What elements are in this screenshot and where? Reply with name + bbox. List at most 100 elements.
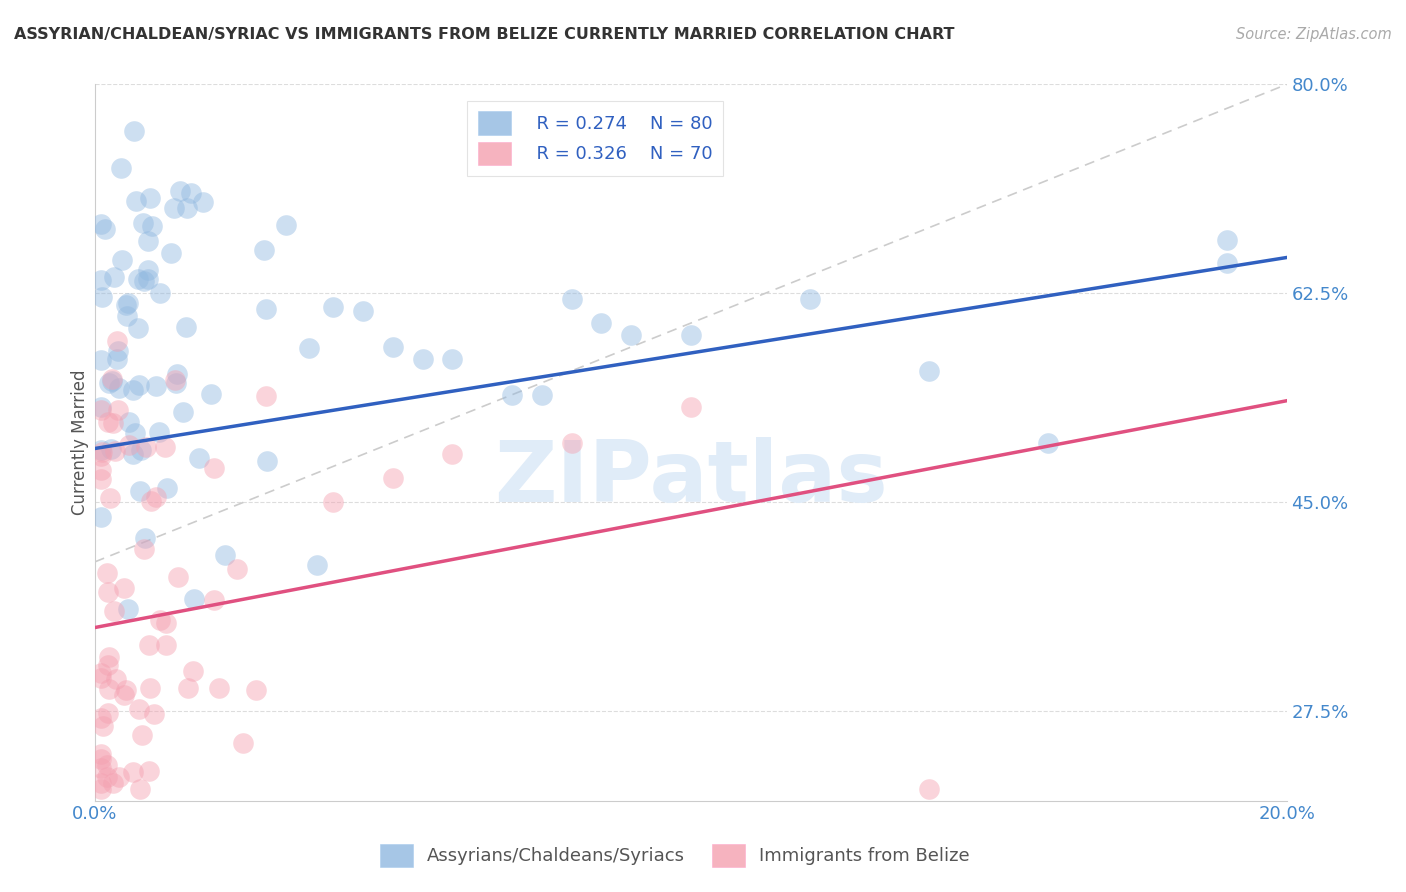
Point: [90, 747, 112, 762]
Point: [166, 570, 188, 584]
Point: [298, 341, 321, 355]
Point: [256, 453, 278, 467]
Point: [149, 285, 172, 300]
Point: [139, 191, 162, 205]
Legend:   R = 0.274    N = 80,   R = 0.326    N = 70: R = 0.274 N = 80, R = 0.326 N = 70: [467, 101, 724, 176]
Point: [90, 510, 112, 524]
Point: [115, 682, 138, 697]
Point: [441, 447, 464, 461]
Point: [107, 343, 129, 358]
Point: [560, 435, 582, 450]
Point: [138, 764, 160, 779]
Point: [165, 376, 187, 390]
Point: [155, 440, 177, 454]
Point: [145, 379, 167, 393]
Point: [103, 269, 125, 284]
Point: [104, 672, 127, 686]
Point: [110, 161, 132, 175]
Point: [143, 707, 166, 722]
Point: [90, 781, 112, 796]
Point: [90, 291, 112, 305]
Point: [97, 650, 120, 665]
Point: [176, 201, 198, 215]
Point: [132, 541, 155, 556]
Point: [128, 377, 150, 392]
Point: [172, 405, 194, 419]
Point: [135, 440, 157, 454]
Point: [560, 293, 582, 307]
Point: [90, 472, 112, 486]
Point: [122, 447, 145, 461]
Point: [90, 671, 112, 685]
Point: [139, 681, 162, 695]
Point: [129, 442, 152, 457]
Point: [100, 442, 122, 456]
Point: [111, 252, 134, 267]
Point: [103, 604, 125, 618]
Point: [174, 320, 197, 334]
Text: ASSYRIAN/CHALDEAN/SYRIAC VS IMMIGRANTS FROM BELIZE CURRENTLY MARRIED CORRELATION: ASSYRIAN/CHALDEAN/SYRIAC VS IMMIGRANTS F…: [14, 27, 955, 42]
Point: [101, 775, 124, 789]
Point: [225, 562, 247, 576]
Point: [105, 334, 128, 348]
Point: [94, 222, 117, 236]
Point: [169, 185, 191, 199]
Point: [245, 683, 267, 698]
Point: [91, 719, 114, 733]
Point: [134, 274, 156, 288]
Point: [98, 376, 121, 390]
Point: [108, 381, 131, 395]
Point: [183, 592, 205, 607]
Point: [136, 234, 159, 248]
Point: [97, 706, 120, 720]
Point: [141, 493, 163, 508]
Point: [1038, 435, 1060, 450]
Point: [202, 460, 225, 475]
Point: [381, 340, 404, 354]
Point: [132, 216, 155, 230]
Point: [138, 638, 160, 652]
Point: [127, 272, 149, 286]
Point: [107, 403, 129, 417]
Point: [90, 462, 112, 476]
Point: [98, 491, 121, 505]
Point: [148, 425, 170, 440]
Point: [918, 364, 941, 378]
Point: [90, 775, 112, 789]
Point: [112, 581, 135, 595]
Point: [183, 664, 205, 678]
Point: [122, 383, 145, 397]
Point: [149, 613, 172, 627]
Point: [128, 701, 150, 715]
Point: [208, 681, 231, 696]
Point: [620, 328, 643, 343]
Point: [117, 309, 139, 323]
Point: [145, 490, 167, 504]
Point: [591, 316, 613, 330]
Point: [679, 328, 702, 343]
Point: [799, 293, 821, 307]
Point: [118, 438, 141, 452]
Point: [191, 195, 214, 210]
Point: [90, 710, 112, 724]
Point: [202, 592, 225, 607]
Point: [156, 481, 179, 495]
Point: [105, 352, 128, 367]
Point: [160, 246, 183, 260]
Point: [96, 770, 118, 784]
Point: [97, 681, 120, 696]
Point: [1216, 233, 1239, 247]
Text: ZIPatlas: ZIPatlas: [494, 437, 887, 520]
Point: [90, 443, 112, 458]
Point: [128, 483, 150, 498]
Point: [97, 585, 120, 599]
Point: [381, 471, 404, 485]
Point: [90, 665, 112, 680]
Point: [276, 219, 298, 233]
Point: [322, 495, 344, 509]
Point: [134, 531, 156, 545]
Point: [97, 657, 120, 672]
Point: [412, 351, 434, 366]
Point: [97, 415, 120, 429]
Point: [352, 304, 374, 318]
